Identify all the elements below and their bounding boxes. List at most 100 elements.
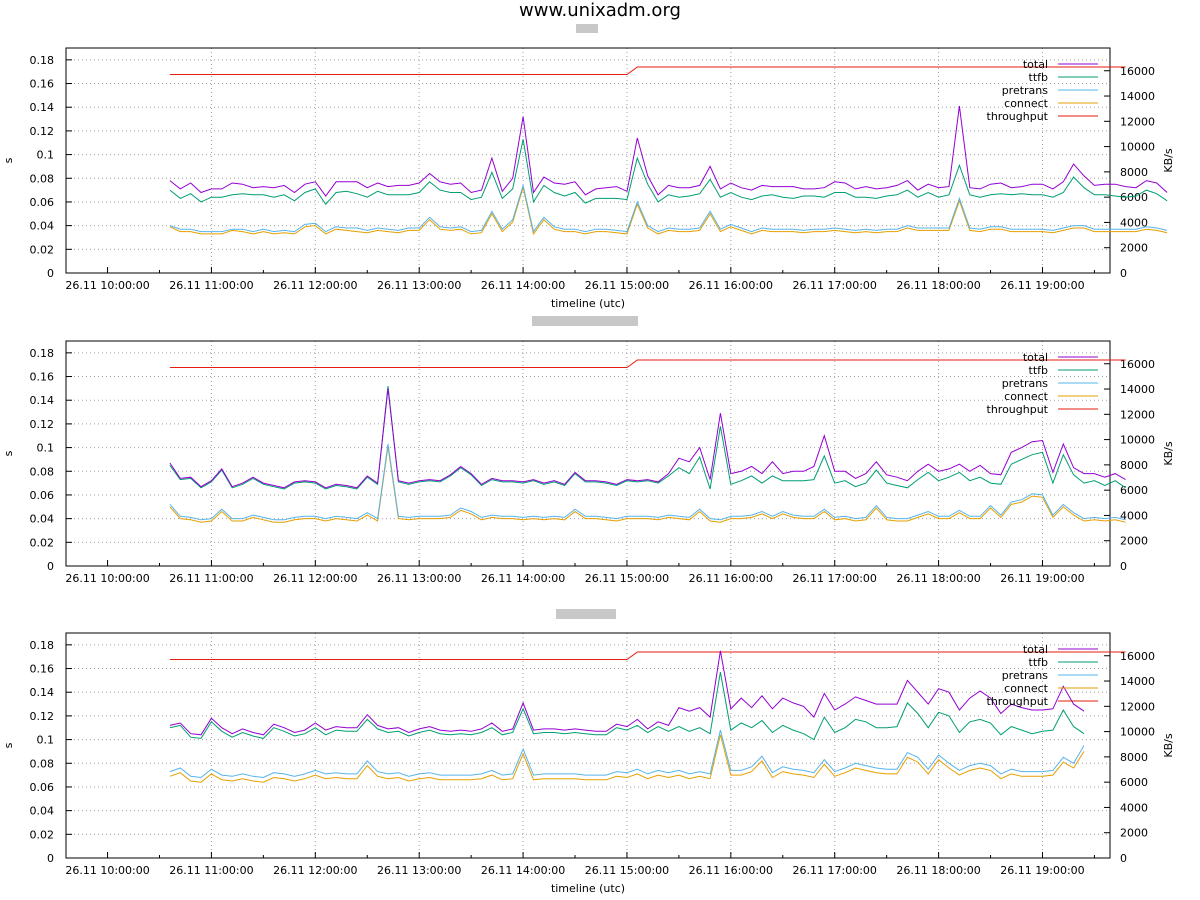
y-axis-label: s (2, 742, 15, 748)
series-line-connect (169, 446, 1126, 523)
y-tick-label: 0.12 (30, 418, 55, 431)
page-title: www.unixadm.org (519, 0, 681, 21)
y-tick-label: 0.04 (30, 220, 55, 233)
y2-tick-label: 4000 (1120, 509, 1148, 522)
chart-panel-2: 0 0.02 0.04 0.06 0.08 0.1 0.12 0.14 0.16 0.18 0 200… (2, 316, 1175, 585)
y2-tick-label: 4000 (1120, 801, 1148, 814)
x-axis-label: timeline (utc) (551, 297, 625, 310)
y2-tick-label: 14000 (1120, 90, 1155, 103)
legend-label-connect: connect (1004, 97, 1049, 110)
y2-tick-label: 4000 (1120, 216, 1148, 229)
x-tick-label: 26.11 18:00:00 (896, 279, 980, 292)
legend-label-ttfb: ttfb (1029, 364, 1048, 377)
y2-tick-label: 10000 (1120, 434, 1155, 447)
series-line-connect (169, 734, 1085, 783)
legend-label-connect: connect (1004, 682, 1049, 695)
y-tick-label: 0.16 (30, 663, 55, 676)
x-tick-label: 26.11 18:00:00 (896, 864, 980, 877)
x-tick-label: 26.11 14:00:00 (481, 279, 565, 292)
x-tick-label: 26.11 13:00:00 (377, 864, 461, 877)
legend-label-total: total (1023, 58, 1048, 71)
y2-tick-label: 12000 (1120, 115, 1155, 128)
y-tick-label: 0.1 (37, 149, 55, 162)
x-tick-label: 26.11 11:00:00 (169, 572, 253, 585)
x-tick-label: 26.11 10:00:00 (65, 572, 149, 585)
x-tick-label: 26.11 17:00:00 (793, 572, 877, 585)
x-tick-label: 26.11 18:00:00 (896, 572, 980, 585)
y-tick-label: 0.18 (30, 639, 55, 652)
x-tick-label: 26.11 11:00:00 (169, 864, 253, 877)
y2-tick-label: 16000 (1120, 358, 1155, 371)
legend-label-throughput: throughput (987, 695, 1049, 708)
x-tick-label: 26.11 15:00:00 (585, 572, 669, 585)
y2-tick-label: 0 (1120, 267, 1127, 280)
series-line-pretrans (169, 443, 1126, 521)
y2-tick-label: 10000 (1120, 141, 1155, 154)
legend-label-throughput: throughput (987, 110, 1049, 123)
y-axis-label: s (2, 450, 15, 456)
series-line-total (169, 105, 1168, 197)
y2-tick-label: 10000 (1120, 726, 1155, 739)
series-line-ttfb (169, 385, 1126, 490)
series-line-pretrans (169, 729, 1085, 779)
y-tick-label: 0.08 (30, 172, 55, 185)
y-tick-label: 0 (47, 560, 54, 573)
legend-label-total: total (1023, 351, 1048, 364)
y-tick-label: 0.08 (30, 757, 55, 770)
obscured-subtitle (532, 316, 638, 326)
x-tick-label: 26.11 10:00:00 (65, 864, 149, 877)
x-tick-label: 26.11 13:00:00 (377, 279, 461, 292)
x-axis-label: timeline (utc) (551, 882, 625, 895)
plot-frame (65, 47, 1111, 274)
x-tick-label: 26.11 16:00:00 (689, 279, 773, 292)
legend-label-total: total (1023, 643, 1048, 656)
obscured-subtitle (576, 24, 598, 33)
legend-label-pretrans: pretrans (1002, 84, 1049, 97)
legend-label-connect: connect (1004, 390, 1049, 403)
y-tick-label: 0.14 (30, 394, 55, 407)
x-tick-label: 26.11 15:00:00 (585, 864, 669, 877)
y-tick-label: 0.12 (30, 710, 55, 723)
y2-tick-label: 6000 (1120, 191, 1148, 204)
y-tick-label: 0.18 (30, 347, 55, 360)
y-tick-label: 0.16 (30, 78, 55, 91)
legend-label-throughput: throughput (987, 403, 1049, 416)
y-tick-label: 0.06 (30, 489, 55, 502)
series-line-ttfb (169, 672, 1085, 741)
y2-axis-label: KB/s (1162, 441, 1175, 465)
legend-label-pretrans: pretrans (1002, 669, 1049, 682)
y-tick-label: 0.02 (30, 828, 55, 841)
y2-tick-label: 14000 (1120, 675, 1155, 688)
y-tick-label: 0.16 (30, 371, 55, 384)
x-tick-label: 26.11 12:00:00 (273, 572, 357, 585)
series-line-connect (169, 185, 1168, 236)
y2-tick-label: 12000 (1120, 700, 1155, 713)
x-tick-label: 26.11 14:00:00 (481, 572, 565, 585)
x-tick-label: 26.11 16:00:00 (689, 864, 773, 877)
chart-panel-3: 0 0.02 0.04 0.06 0.08 0.1 0.12 0.14 0.16 0.18 0 200… (2, 609, 1175, 895)
y2-tick-label: 6000 (1120, 776, 1148, 789)
y2-tick-label: 0 (1120, 852, 1127, 865)
x-tick-label: 26.11 14:00:00 (481, 864, 565, 877)
legend-label-ttfb: ttfb (1029, 71, 1048, 84)
y-tick-label: 0.12 (30, 125, 55, 138)
y2-tick-label: 2000 (1120, 827, 1148, 840)
x-tick-label: 26.11 15:00:00 (585, 279, 669, 292)
y2-tick-label: 14000 (1120, 383, 1155, 396)
y2-tick-label: 12000 (1120, 408, 1155, 421)
y-tick-label: 0 (47, 267, 54, 280)
x-tick-label: 26.11 10:00:00 (65, 279, 149, 292)
plot-frame (65, 340, 1111, 567)
series-line-throughput (169, 359, 1126, 368)
y-tick-label: 0.18 (30, 54, 55, 67)
y-tick-label: 0.02 (30, 243, 55, 256)
y-tick-label: 0.1 (37, 734, 55, 747)
plot-frame (65, 632, 1111, 859)
y-tick-label: 0.06 (30, 781, 55, 794)
x-tick-label: 26.11 17:00:00 (793, 864, 877, 877)
series-line-total (169, 388, 1126, 489)
y2-tick-label: 2000 (1120, 535, 1148, 548)
y2-tick-label: 8000 (1120, 459, 1148, 472)
y2-tick-label: 0 (1120, 560, 1127, 573)
series-line-total (169, 650, 1085, 736)
